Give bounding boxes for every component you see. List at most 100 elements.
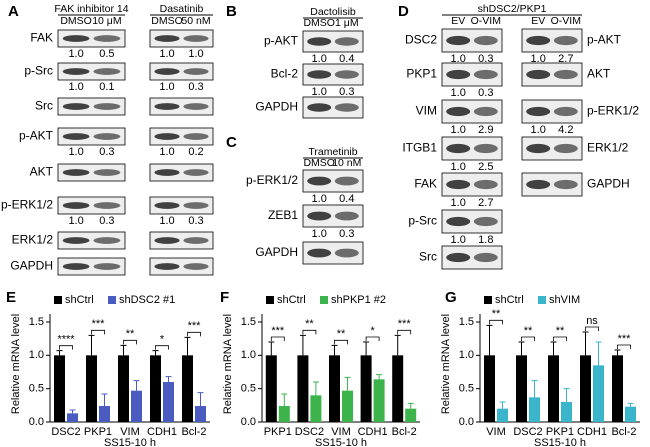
error-bar	[550, 341, 557, 356]
error-bar	[376, 374, 383, 380]
significance-bracket	[59, 345, 73, 350]
y-tick-label: 0.0	[29, 416, 44, 428]
lane-label: DMSO	[303, 157, 335, 169]
row-label: ERK1/2	[587, 141, 629, 155]
lane-label: DMSO	[151, 15, 183, 27]
error-bar	[197, 392, 204, 406]
quant-label: 1.0	[312, 53, 327, 65]
error-bar	[363, 341, 370, 356]
row-label: p-ERK1/2	[587, 104, 639, 118]
bar	[612, 355, 623, 422]
blot-header: Dasatinib	[160, 3, 204, 15]
quant-label: 1.0	[531, 53, 546, 65]
blot-band	[183, 68, 209, 75]
quant-label: 1.0	[68, 48, 83, 60]
panel-label: D	[398, 3, 409, 20]
x-tick-label: DSC2	[513, 426, 542, 438]
blot-band	[93, 103, 121, 110]
blot-band	[553, 35, 578, 46]
row-label: ITGB1	[402, 141, 437, 155]
bar	[265, 355, 277, 422]
blot-band	[62, 133, 90, 140]
significance-label: **	[126, 328, 135, 340]
blot-band	[473, 69, 498, 80]
quant-label: 1.0	[451, 234, 466, 246]
legend-label: shPKP1 #2	[331, 294, 386, 306]
blot-band	[183, 169, 209, 176]
blot-band	[446, 216, 471, 227]
lane-label: 50 nM	[181, 15, 210, 27]
blot-frame	[149, 97, 214, 116]
legend-swatch	[320, 296, 328, 304]
blot-header: shDSC2/PKP1	[478, 3, 547, 15]
blot-band	[473, 252, 498, 263]
blot-band	[307, 70, 332, 79]
blot-frame	[441, 245, 503, 270]
error-bar	[531, 380, 538, 398]
blot-band	[473, 143, 498, 154]
significance-label: ***	[618, 333, 632, 345]
blot-band	[307, 37, 332, 46]
row-label: GAPDH	[255, 100, 298, 114]
significance-bracket	[91, 329, 105, 335]
blot-frame	[57, 97, 126, 116]
bar	[329, 355, 340, 422]
x-axis-label: SS15-10 h	[534, 437, 586, 447]
quant-label: 1.0	[159, 48, 174, 60]
quant-label: 1.0	[68, 146, 83, 158]
x-axis-label: SS15-10 h	[315, 437, 367, 447]
blot-band	[62, 169, 90, 176]
blot-frame	[57, 163, 126, 182]
blot-band	[93, 133, 121, 140]
legend-swatch	[538, 296, 546, 304]
blot-band	[154, 35, 180, 42]
error-bar	[499, 401, 506, 409]
legend-label: shCtrl	[65, 294, 94, 306]
y-tick-label: 0.5	[459, 383, 474, 395]
error-bar	[486, 324, 493, 356]
quant-label: 1.0	[451, 197, 466, 209]
x-tick-label: VIM	[331, 426, 351, 438]
bar	[405, 408, 417, 422]
error-bar	[56, 350, 63, 356]
quant-label: 1.0	[68, 81, 83, 93]
x-tick-label: PKP1	[546, 426, 574, 438]
bar	[580, 355, 591, 422]
significance-label: **	[492, 308, 501, 320]
error-bar	[344, 376, 351, 391]
blot-band	[307, 248, 332, 258]
blot-band	[473, 179, 498, 190]
blot-frame	[441, 172, 503, 197]
blot-band	[553, 69, 578, 80]
bar	[150, 355, 161, 422]
y-tick-label: 0.5	[241, 383, 256, 395]
lane-label: O-VIM	[551, 15, 581, 27]
blot-band	[553, 179, 578, 190]
quant-label: 0.3	[99, 146, 114, 158]
bar	[182, 355, 193, 422]
error-bar	[152, 350, 159, 356]
blot-header: Dactolisib	[310, 6, 356, 18]
significance-bracket	[585, 326, 599, 331]
y-tick-label: 1.5	[29, 316, 44, 328]
blot-band	[334, 103, 359, 112]
x-tick-label: DSC2	[51, 426, 80, 438]
y-axis-label: Relative mRNA level	[222, 314, 234, 414]
row-label: AKT	[587, 67, 611, 81]
blot-band	[154, 169, 180, 176]
blot-band	[446, 179, 471, 190]
row-label: Src	[419, 250, 437, 264]
quant-label: 2.7	[558, 53, 573, 65]
blot-band	[526, 179, 551, 190]
blot-frame	[302, 30, 364, 53]
quant-label: 2.9	[478, 124, 493, 136]
blot-band	[183, 263, 209, 270]
y-axis-label: Relative mRNA level	[440, 314, 452, 414]
quant-label: 0.1	[99, 81, 114, 93]
blot-frame	[57, 257, 126, 276]
blot-frame	[521, 28, 583, 53]
error-bar	[312, 381, 319, 396]
blot-band	[183, 202, 209, 209]
legend-swatch	[54, 296, 62, 304]
significance-bracket	[270, 336, 285, 341]
